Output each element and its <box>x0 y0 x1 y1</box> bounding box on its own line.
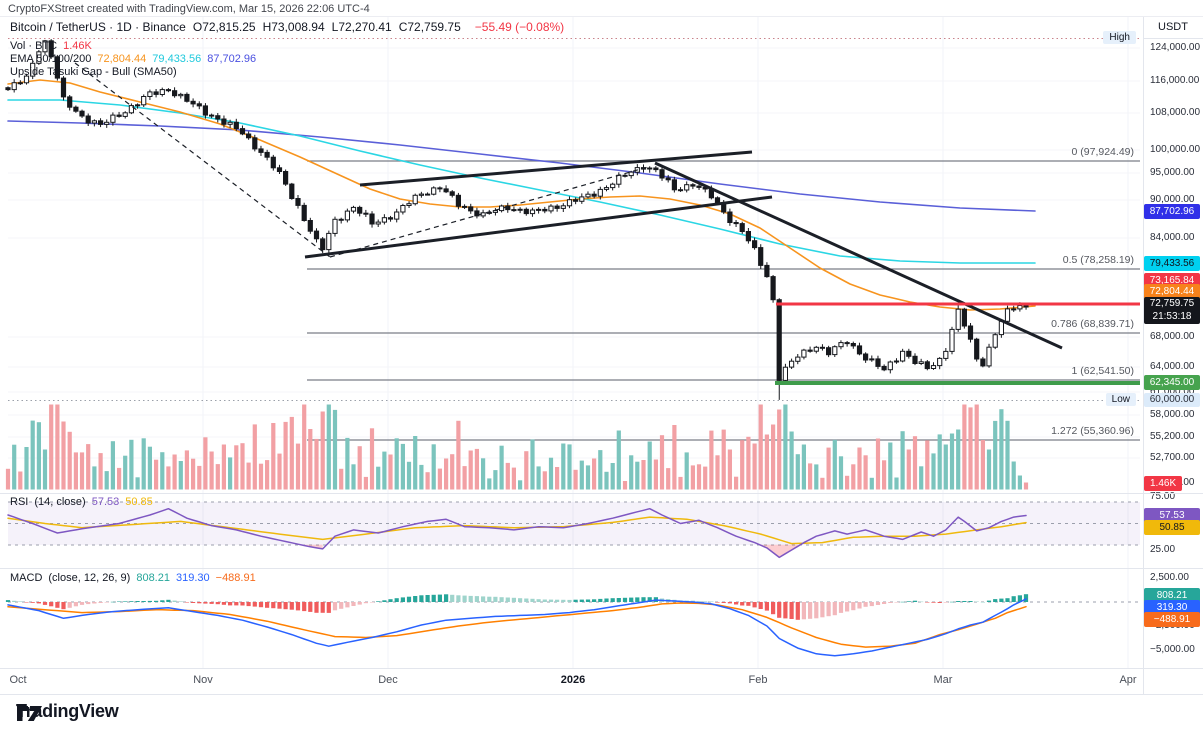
rsi-legend-row[interactable]: RSI (14, close) 57.53 50.85 <box>10 496 159 508</box>
ohlc-value: O72,815.25 <box>192 20 256 34</box>
rsi-value-badge: 57.53 <box>1144 507 1200 523</box>
time-axis-label: Mar <box>933 674 953 686</box>
ohlc-values: O72,815.25 H73,008.94 L72,270.41 C72,759.75 <box>193 20 468 34</box>
ema100-value: 79,433.56 <box>152 53 202 65</box>
macd-tick: −5,000.00 <box>1150 644 1195 655</box>
ohlc-value: L72,270.41 <box>331 20 392 34</box>
macd-legend-row[interactable]: MACD (close, 12, 26, 9) 808.21 319.30 −488.9… <box>10 572 262 584</box>
price-tick: 116,000.00 <box>1150 75 1200 86</box>
volume-legend-row[interactable]: Vol · BTC 1.46K <box>10 40 98 52</box>
price-tick: 108,000.00 <box>1150 107 1201 118</box>
ema50-price-badge: 72,804.44 <box>1144 283 1200 299</box>
ohlc-value: H73,008.94 <box>262 20 325 34</box>
last-price-badge: 72,759.75 21:53:18 <box>1144 296 1200 324</box>
header-separator <box>0 16 1203 17</box>
ema-legend-row[interactable]: EMA 50/100/200 72,804.44 79,433.56 87,702.9… <box>10 53 262 65</box>
candlesticks <box>5 39 1029 400</box>
rsi-ma-value: 50.85 <box>125 496 153 508</box>
macd-line-value: 319.30 <box>175 572 210 584</box>
ema100-price-badge: 79,433.56 <box>1144 255 1200 271</box>
volume-value: 1.46K <box>63 40 92 52</box>
ema200-value: 87,702.96 <box>207 53 257 65</box>
price-tick: 100,000.00 <box>1150 144 1201 155</box>
macd-tick: 2,500.00 <box>1150 572 1189 583</box>
macd-line-badge: 319.30 <box>1144 599 1200 615</box>
price-tick: 58,000.00 <box>1150 409 1195 420</box>
tradingview-logo-icon <box>17 706 42 721</box>
wedge-upper[interactable] <box>359 150 753 187</box>
rsi-tick: 75.00 <box>1150 491 1176 502</box>
rsi-pane-separator[interactable] <box>0 493 1203 494</box>
ema50-value: 72,804.44 <box>97 53 147 65</box>
axis-currency-label: USDT <box>1143 17 1203 39</box>
high-marker-label: High <box>1103 31 1136 44</box>
fib-level-label: 0 (97,924.49) <box>1071 146 1134 158</box>
ema200-price-badge: 87,702.96 <box>1144 203 1200 219</box>
watermark: CryptoFXStreet created with TradingView.… <box>8 3 370 15</box>
drawing-trendlines[interactable] <box>74 62 1140 385</box>
price-tick: 90,000.00 <box>1150 194 1195 205</box>
volume-value-badge: 1.46K <box>1144 475 1183 491</box>
price-tick: 124,000.00 <box>1150 42 1201 53</box>
pattern-legend-row[interactable]: Upside Tasuki Gap - Bull (SMA50) <box>10 66 183 78</box>
time-axis-label: Nov <box>193 674 213 686</box>
price-tick: 64,000.00 <box>1150 361 1195 372</box>
macd-params: (close, 12, 26, 9) <box>48 572 131 584</box>
macd-hist-badge: 808.21 <box>1144 587 1200 603</box>
change-value: −55.49 (−0.08%) <box>474 20 565 34</box>
high-low-lines <box>8 38 1140 401</box>
price-tick: 84,000.00 <box>1150 232 1195 243</box>
ema-label[interactable]: EMA 50/100/200 <box>10 53 92 65</box>
rsi-value: 57.53 <box>91 496 120 508</box>
descending-resistance[interactable] <box>654 161 1063 350</box>
rsi-pane <box>7 501 1140 559</box>
time-axis-label: Dec <box>378 674 398 686</box>
ohlc-value: C72,759.75 <box>398 20 461 34</box>
time-axis-label: Apr <box>1119 674 1137 686</box>
price-tick: 55,200.00 <box>1150 431 1195 442</box>
low-marker-label: Low <box>1105 393 1136 406</box>
price-tick: 68,000.00 <box>1150 331 1195 342</box>
fib-level-label: 0.786 (68,839.71) <box>1051 318 1134 330</box>
ema-lines[interactable] <box>7 79 1036 311</box>
symbol-title[interactable]: Bitcoin / TetherUS · 1D · Binance <box>10 20 186 34</box>
pattern-label[interactable]: Upside Tasuki Gap - Bull (SMA50) <box>10 66 177 78</box>
fib-level-label: 1 (62,541.50) <box>1071 365 1134 377</box>
symbol-legend-row[interactable]: Bitcoin / TetherUS · 1D · Binance O72,815… <box>10 20 571 34</box>
macd-signal-badge: −488.91 <box>1144 611 1200 627</box>
rsi-title[interactable]: RSI <box>10 496 29 508</box>
macd-title[interactable]: MACD <box>10 572 43 584</box>
wedge-lower[interactable] <box>304 195 773 259</box>
low-price-axis-label: 60,000.00 <box>1144 393 1200 407</box>
countdown-timer: 21:53:18 <box>1152 310 1192 322</box>
support-price-badge: 62,345.00 <box>1144 374 1200 390</box>
macd-pane-separator[interactable] <box>0 568 1203 569</box>
time-axis-label: Oct <box>9 674 27 686</box>
fib-level-label: 1.272 (55,360.96) <box>1051 425 1134 437</box>
dashed-rise[interactable] <box>329 166 649 258</box>
price-tick: 52,700.00 <box>1150 452 1195 463</box>
price-tick: 95,000.00 <box>1150 167 1195 178</box>
volume-label[interactable]: Vol · BTC <box>10 40 58 52</box>
rsi-tick: 25.00 <box>1150 544 1176 555</box>
timeaxis-separator <box>0 668 1203 669</box>
price-axis-border <box>1143 17 1144 694</box>
macd-hist-value: 808.21 <box>136 572 170 584</box>
macd-signal-value: −488.91 <box>215 572 256 584</box>
price-tick: 61,000.00 <box>1150 386 1195 397</box>
time-axis-label: 2026 <box>560 674 586 686</box>
time-axis-label: Feb <box>748 674 768 686</box>
fib-level-label: 0.5 (78,258.19) <box>1062 254 1134 266</box>
macd-pane <box>5 594 1140 657</box>
volume-bars <box>5 404 1029 490</box>
tradingview-logo[interactable]: TradingView <box>16 701 119 722</box>
rsi-ma-badge: 50.85 <box>1144 519 1200 535</box>
chart-bottom-border <box>0 694 1203 695</box>
rsi-params: (14, close) <box>34 496 86 508</box>
